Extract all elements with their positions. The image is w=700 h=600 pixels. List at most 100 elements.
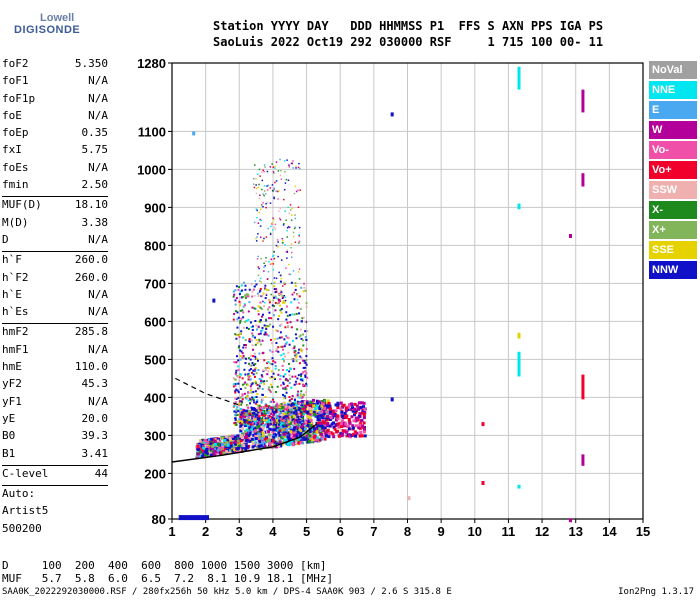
spread-point [273,285,276,288]
trace-point [259,417,263,421]
spread-point [279,378,282,381]
spread-point [293,346,296,349]
spread-point [303,286,306,289]
spread-point [296,377,299,380]
spread-point [259,332,262,335]
spread-point [302,384,305,387]
plume-point [289,273,292,276]
spread-point [280,323,283,326]
spread-point [283,395,286,398]
spread-point [278,304,281,307]
trace-point [227,445,231,449]
trace-point [236,439,240,443]
trace-point [285,428,289,432]
tail-point [324,431,328,435]
plume-point [280,290,282,292]
spread-point [274,309,277,312]
tail-point [354,416,358,420]
x-tick-label: 8 [404,524,411,539]
legend-item-ssw: SSW [649,181,697,199]
plume-point [294,185,297,188]
plume-point [264,193,267,195]
spread-point [282,387,285,390]
spread-point [235,397,238,400]
trace-point [203,439,207,443]
spread-point [232,383,235,386]
spread-point [304,420,307,423]
spread-point [260,381,263,384]
spread-point [235,411,238,414]
spread-point [268,386,271,389]
spread-point [235,396,238,399]
trace-point [308,412,312,416]
trace-point [248,431,252,435]
legend-item-noval: NoVal [649,61,697,79]
trace-point [308,407,312,411]
trace-point [267,429,271,433]
spread-point [256,342,259,345]
spread-point [264,284,267,287]
trace-point [244,431,248,435]
spread-point [266,308,269,311]
tail-point [331,413,335,417]
trace-point [271,418,275,422]
tail-point [326,414,330,418]
trace-point [233,438,237,442]
trace-point [262,437,266,441]
trace-point [299,412,303,416]
plume-point [261,204,263,207]
spread-point [296,306,299,309]
plume-point [256,209,258,212]
spread-point [270,383,273,386]
plume-point [292,167,294,169]
trace-point [284,412,288,416]
param-value: 44 [94,466,108,480]
spread-point [257,368,260,371]
trace-point [310,428,314,432]
spread-point [293,398,296,401]
spread-point [281,364,284,367]
spread-point [234,401,237,404]
trace-point [233,435,237,439]
spread-point [265,318,268,321]
plume-point [279,299,281,301]
spread-point [251,328,254,331]
spread-point [245,295,248,298]
spread-point [244,343,247,346]
param-label: foF2 [2,57,29,70]
plume-point [286,249,288,251]
tail-point [320,425,324,429]
param-label: hmE [2,360,22,374]
trace-point [282,432,286,436]
spread-point [292,405,295,408]
plume-point [297,189,299,192]
trace-point [263,412,267,416]
trace-point [236,434,240,438]
spread-point [259,306,262,309]
spread-point [270,370,273,373]
trace-point [251,442,255,446]
tail-point [320,432,324,436]
trace-point [268,442,272,446]
spread-point [285,391,288,394]
spread-point [233,422,236,425]
param-row: h`F2 260.0 [2,271,108,288]
trace-point [326,399,330,403]
trace-point [210,437,214,441]
spread-point [257,320,260,323]
muf-row: MUF 5.7 5.8 6.0 6.5 7.2 8.1 10.9 18.1 [M… [2,572,334,585]
tail-point [350,406,354,410]
plume-point [282,285,284,287]
plume-point [290,219,293,221]
param-label: h`E [2,287,22,301]
tail-point [353,430,357,434]
spread-point [253,352,256,355]
spread-point [251,396,254,399]
spread-point [250,406,253,409]
plume-point [270,282,273,285]
trace-point [196,444,200,448]
spread-point [256,292,259,295]
trace-point [242,444,246,448]
plume-point [288,212,290,215]
spread-point [243,409,246,412]
